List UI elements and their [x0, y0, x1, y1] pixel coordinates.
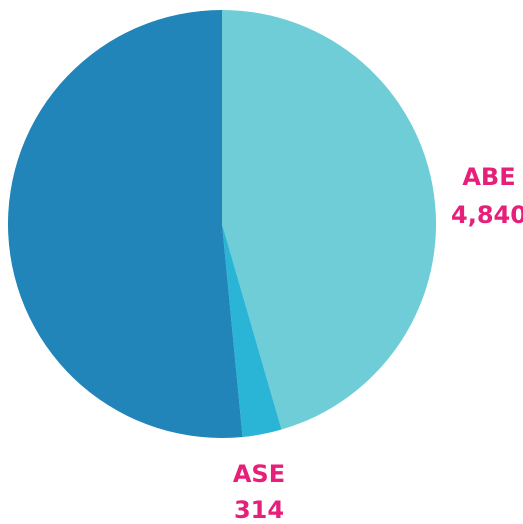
slice-label-ase-value: 314: [234, 496, 284, 524]
pie-labels: ABE 4,840 ASE 314: [233, 163, 523, 524]
pie-slices: [7, 10, 436, 438]
slice-label-abe-name: ABE: [462, 163, 515, 191]
pie-slice-ase: [222, 224, 282, 438]
slice-label-abe-value: 4,840: [451, 201, 523, 229]
pie-slice-abe: [222, 10, 436, 430]
pie-slice-unlabeled: [7, 10, 243, 438]
slice-label-ase-name: ASE: [233, 460, 285, 488]
